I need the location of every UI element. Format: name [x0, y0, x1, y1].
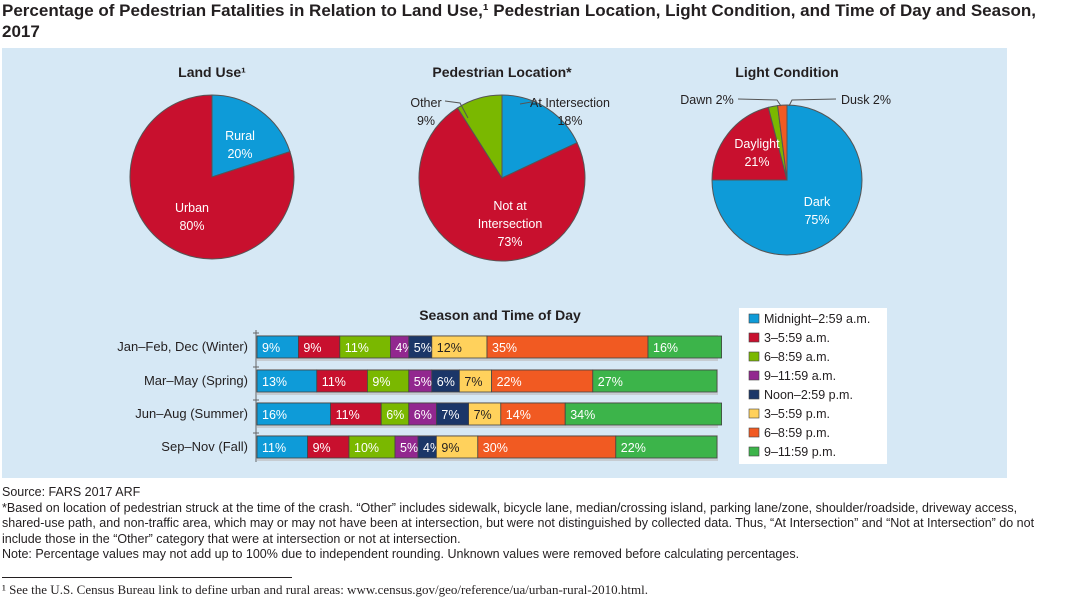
legend-swatch	[748, 370, 760, 381]
bar-data-label: 34%	[570, 408, 595, 422]
bar-data-label: 9%	[372, 375, 390, 389]
slice-label: Other	[410, 96, 441, 110]
bar-data-label: 9%	[262, 341, 280, 355]
legend-label: 6–8:59 a.m.	[764, 350, 830, 364]
slice-value: 73%	[497, 235, 522, 249]
bar-data-label: 9%	[303, 341, 321, 355]
bar-data-label: 13%	[262, 375, 287, 389]
pie-title: Light Condition	[735, 64, 838, 80]
slice-label: Dusk 2%	[841, 93, 891, 107]
bar-data-label: 27%	[598, 375, 623, 389]
legend-swatch	[748, 332, 760, 343]
bar-data-label: 14%	[506, 408, 531, 422]
bar-chart-title: Season and Time of Day	[419, 307, 581, 323]
bar-data-label: 22%	[497, 375, 522, 389]
bar-data-label: 6%	[437, 375, 455, 389]
pie-title: Land Use¹	[178, 64, 246, 80]
leader-line	[444, 100, 469, 119]
legend-label: 9–11:59 p.m.	[764, 445, 836, 459]
percentage-note: Note: Percentage values may not add up t…	[2, 547, 800, 561]
legend-swatch	[748, 446, 760, 457]
pie-slice-urban	[129, 94, 295, 260]
bar-data-label: 16%	[262, 408, 287, 422]
leader-line	[737, 98, 782, 107]
footnote-divider	[2, 577, 292, 578]
bar-data-label: 11%	[336, 408, 360, 422]
chart-title: Percentage of Pedestrian Fatalities in R…	[2, 1, 1037, 41]
category-label: Sep–Nov (Fall)	[161, 439, 248, 454]
bar-data-label: 10%	[354, 441, 379, 455]
slice-value: 18%	[557, 114, 582, 128]
legend	[739, 308, 887, 464]
leader-line	[788, 98, 837, 107]
bar-data-label: 11%	[322, 375, 346, 389]
category-label: Jan–Feb, Dec (Winter)	[117, 339, 248, 354]
bar-data-label: 6%	[386, 408, 404, 422]
slice-label: Dark	[804, 195, 831, 209]
slice-label: Urban	[175, 201, 209, 215]
slice-value: 75%	[804, 213, 829, 227]
bar-data-label: 5%	[400, 441, 418, 455]
bar-data-label: 6%	[414, 408, 432, 422]
legend-label: 6–8:59 p.m.	[764, 426, 830, 440]
bar-data-label: 30%	[483, 441, 508, 455]
slice-label: Not at	[493, 199, 527, 213]
bar-data-label: 7%	[464, 375, 482, 389]
bar-data-label: 11%	[262, 441, 286, 455]
bar-data-label: 5%	[414, 341, 432, 355]
slice-value: 21%	[744, 155, 769, 169]
slice-value: 80%	[179, 219, 204, 233]
slice-label: Dawn 2%	[680, 93, 734, 107]
bar-data-label: 9%	[313, 441, 331, 455]
legend-label: 3–5:59 a.m.	[764, 331, 830, 345]
legend-swatch	[748, 313, 760, 324]
bar-data-label: 16%	[653, 341, 678, 355]
pie-slice-not-at-intersection	[418, 107, 586, 262]
bar-data-label: 7%	[441, 408, 459, 422]
source-note: Source: FARS 2017 ARF	[2, 485, 141, 499]
category-label: Mar–May (Spring)	[144, 373, 248, 388]
bar-data-label: 12%	[437, 341, 462, 355]
pie-title: Pedestrian Location*	[432, 64, 572, 80]
bar-data-label: 7%	[474, 408, 492, 422]
pie-slice-rural	[211, 94, 291, 178]
pie-slice-dark	[711, 104, 863, 256]
legend-label: Noon–2:59 p.m.	[764, 388, 853, 402]
legend-swatch	[748, 351, 760, 362]
slice-label: Daylight	[734, 137, 780, 151]
legend-swatch	[748, 427, 760, 438]
bar-segment	[615, 435, 718, 459]
bar-segment	[564, 402, 723, 426]
slice-value: 9%	[417, 114, 435, 128]
legend-label: 9–11:59 a.m.	[764, 369, 836, 383]
bar-data-label: 35%	[492, 341, 517, 355]
bar-data-label: 22%	[621, 441, 646, 455]
leader-line	[519, 100, 538, 105]
pie-slice-at-intersection	[501, 94, 578, 179]
asterisk-note: *Based on location of pedestrian struck …	[2, 500, 1035, 546]
footnote: ¹ See the U.S. Census Bureau link to def…	[2, 582, 648, 597]
legend-label: Midnight–2:59 a.m.	[764, 312, 870, 326]
slice-label: Intersection	[478, 217, 543, 231]
pie-slice-daylight	[711, 106, 788, 181]
legend-swatch	[748, 389, 760, 400]
bar-segment	[647, 335, 722, 359]
slice-label: At Intersection	[530, 96, 610, 110]
pie-slice-other	[456, 94, 503, 180]
legend-label: 3–5:59 p.m.	[764, 407, 830, 421]
notes: Source: FARS 2017 ARF *Based on location…	[2, 485, 1062, 563]
slice-label: Rural	[225, 129, 255, 143]
bar-data-label: 9%	[441, 441, 459, 455]
pie-slice-dusk	[777, 104, 788, 181]
legend-swatch	[748, 408, 760, 419]
category-label: Jun–Aug (Summer)	[135, 406, 248, 421]
slice-value: 20%	[227, 147, 252, 161]
bar-data-label: 5%	[414, 375, 432, 389]
bar-segment	[592, 369, 718, 393]
bar-data-label: 11%	[345, 341, 369, 355]
